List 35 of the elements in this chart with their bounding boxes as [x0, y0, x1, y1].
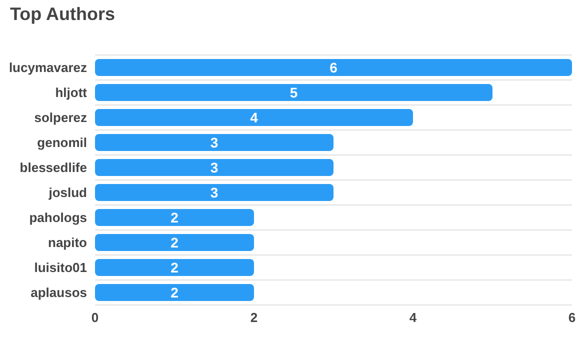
data-label: 5: [290, 84, 298, 100]
y-tick-label: joslud: [48, 185, 88, 200]
bar: [95, 159, 334, 176]
data-label: 6: [330, 59, 338, 76]
y-tick-label: blessedlife: [20, 160, 87, 176]
data-label: 2: [170, 284, 179, 300]
bar: [95, 234, 254, 251]
y-tick-label: lucymavarez: [8, 60, 88, 76]
y-tick-label: aplausos: [30, 285, 87, 300]
bar: [95, 184, 334, 201]
y-tick-label: genomil: [37, 135, 87, 150]
x-tick-label: 0: [91, 310, 99, 326]
data-label: 3: [210, 184, 218, 200]
data-label: 4: [250, 109, 258, 126]
chart-title: Top Authors: [10, 4, 115, 25]
bar: [95, 134, 334, 151]
bar: [95, 109, 413, 126]
bar: [95, 59, 572, 76]
y-tick-label: luisito01: [34, 260, 87, 276]
x-tick-label: 4: [409, 310, 418, 326]
y-tick-label: napito: [48, 235, 88, 250]
bar: [95, 209, 254, 226]
data-label: 3: [210, 159, 218, 176]
x-tick-label: 2: [250, 310, 258, 326]
y-tick-label: pahologs: [29, 210, 87, 226]
data-label: 2: [170, 234, 179, 250]
bar: [95, 84, 492, 101]
data-label: 3: [210, 134, 218, 150]
y-tick-label: solperez: [34, 110, 88, 126]
x-tick-label: 6: [568, 310, 576, 326]
y-tick-label: hljott: [55, 85, 88, 100]
bar: [95, 259, 254, 276]
bar: [95, 284, 254, 301]
data-label: 2: [170, 209, 179, 226]
data-label: 2: [170, 259, 179, 276]
